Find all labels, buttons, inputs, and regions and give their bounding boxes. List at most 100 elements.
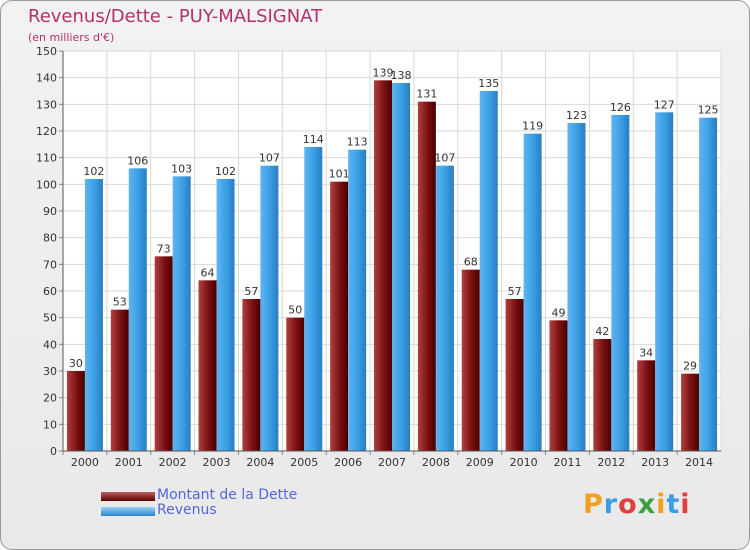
data-label-revenus: 138 (391, 69, 412, 82)
y-tick-label: 30 (43, 365, 57, 378)
data-label-dette: 42 (595, 325, 609, 338)
bar-revenus (304, 147, 323, 451)
x-tick-label: 2007 (378, 456, 406, 469)
data-label-dette: 64 (201, 266, 215, 279)
data-label-revenus: 126 (610, 101, 631, 114)
bar-revenus (392, 83, 410, 451)
data-label-revenus: 127 (654, 98, 675, 111)
logo-letter: o (618, 489, 638, 520)
chart-subtitle: (en milliers d'€) (28, 31, 115, 44)
y-tick-label: 70 (43, 258, 57, 271)
bar-dette (417, 101, 436, 452)
data-label-revenus: 106 (127, 154, 148, 167)
data-label-revenus: 102 (83, 165, 104, 178)
data-label-dette: 101 (329, 168, 350, 181)
data-label-dette: 139 (373, 66, 394, 79)
y-tick-label: 10 (43, 418, 57, 431)
logo-letter: i (656, 489, 667, 520)
data-label-dette: 68 (464, 256, 478, 269)
logo-letter: P (583, 489, 604, 520)
y-tick-label: 40 (43, 338, 57, 351)
data-label-dette: 29 (683, 360, 697, 373)
data-label-dette: 50 (288, 304, 302, 317)
bar-dette (549, 320, 568, 451)
bar-dette (505, 299, 524, 451)
bar-dette (66, 371, 85, 451)
data-label-dette: 49 (551, 306, 565, 319)
x-tick-label: 2009 (466, 456, 494, 469)
x-tick-label: 2006 (334, 456, 362, 469)
bar-revenus (655, 112, 674, 451)
bar-dette (593, 339, 612, 451)
y-tick-label: 0 (50, 445, 57, 458)
bar-dette (461, 269, 480, 451)
data-label-dette: 53 (113, 296, 127, 309)
data-label-revenus: 103 (171, 162, 192, 175)
legend-swatch-revenus (101, 507, 155, 516)
bar-dette (242, 299, 261, 451)
x-tick-label: 2003 (203, 456, 231, 469)
data-label-revenus: 135 (478, 77, 499, 90)
y-tick-label: 130 (36, 98, 57, 111)
data-label-revenus: 114 (303, 133, 324, 146)
logo-letter: t (666, 489, 681, 520)
chart-title: Revenus/Dette - PUY-MALSIGNAT (28, 6, 323, 27)
x-tick-label: 2011 (553, 456, 581, 469)
bar-revenus (523, 133, 542, 451)
data-label-dette: 30 (69, 357, 83, 370)
bar-dette (154, 256, 173, 451)
bar-revenus (699, 117, 718, 452)
logo-letter: r (603, 489, 619, 520)
logo-letter: x (637, 489, 657, 520)
data-label-dette: 57 (244, 285, 258, 298)
data-label-revenus: 123 (566, 109, 587, 122)
data-label-dette: 57 (508, 285, 522, 298)
y-tick-label: 100 (36, 178, 57, 191)
data-label-revenus: 113 (347, 136, 368, 149)
bar-dette (374, 80, 392, 451)
x-tick-label: 2002 (159, 456, 187, 469)
x-tick-label: 2008 (422, 456, 450, 469)
bar-dette (286, 317, 305, 451)
bar-revenus (611, 115, 630, 451)
x-tick-label: 2014 (685, 456, 713, 469)
x-tick-label: 2000 (71, 456, 99, 469)
proxiti-logo: Proxiti (583, 489, 691, 520)
y-tick-label: 120 (36, 125, 57, 138)
logo-letter: i (680, 489, 691, 520)
bar-revenus (172, 176, 191, 452)
bar-revenus (435, 165, 454, 451)
bar-dette (637, 360, 656, 451)
bar-revenus (216, 179, 235, 451)
data-label-revenus: 125 (698, 104, 719, 117)
y-tick-label: 90 (43, 205, 57, 218)
data-label-revenus: 102 (215, 165, 236, 178)
bar-dette (681, 373, 700, 451)
legend-swatch-dette (101, 492, 155, 501)
bar-revenus (479, 91, 498, 451)
y-tick-label: 140 (36, 72, 57, 85)
data-label-revenus: 107 (259, 152, 280, 165)
x-tick-label: 2012 (597, 456, 625, 469)
x-tick-label: 2010 (510, 456, 538, 469)
y-tick-label: 110 (36, 152, 57, 165)
bar-revenus (260, 165, 279, 451)
data-label-revenus: 107 (434, 152, 455, 165)
data-label-dette: 131 (416, 88, 437, 101)
bar-revenus (128, 168, 147, 452)
y-tick-label: 80 (43, 232, 57, 245)
legend-label-dette: Montant de la Dette (157, 487, 298, 503)
y-tick-label: 60 (43, 285, 57, 298)
bar-dette (110, 309, 129, 451)
y-tick-label: 150 (36, 45, 57, 58)
data-label-dette: 34 (639, 346, 653, 359)
bar-dette (198, 280, 217, 451)
bar-revenus (84, 179, 103, 451)
legend-label-revenus: Revenus (157, 502, 217, 518)
x-tick-label: 2013 (641, 456, 669, 469)
x-tick-label: 2005 (290, 456, 318, 469)
data-label-revenus: 119 (522, 120, 543, 133)
bar-revenus (348, 149, 367, 451)
